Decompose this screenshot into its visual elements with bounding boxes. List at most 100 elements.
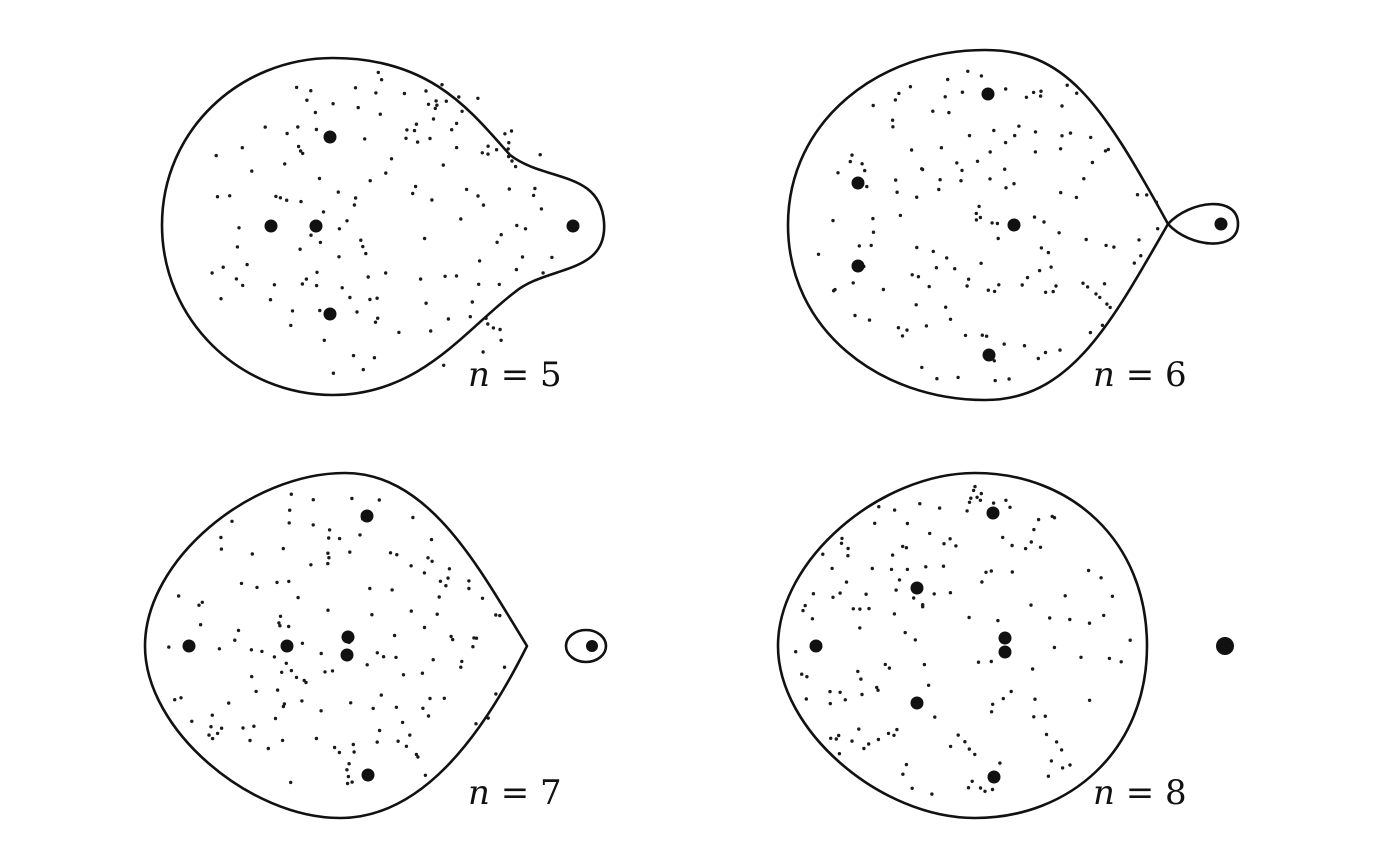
scatter-dot: [921, 603, 925, 607]
scatter-dot: [313, 110, 318, 115]
scatter-dot: [1017, 124, 1021, 128]
scatter-dot: [901, 544, 905, 549]
scatter-dot: [375, 740, 379, 744]
scatter-dot: [990, 787, 995, 792]
scatter-dot: [241, 726, 245, 730]
scatter-dot: [909, 148, 914, 152]
boundary-curve-n5: [160, 56, 606, 397]
scatter-dot: [428, 136, 432, 141]
scatter-dot: [450, 128, 454, 132]
scatter-dot: [376, 70, 380, 75]
scatter-dot: [290, 309, 295, 313]
scatter-dot: [1057, 231, 1061, 235]
scatter-dot: [314, 283, 319, 288]
panel-label-n6: n = 6: [1093, 355, 1187, 395]
scatter-dot: [494, 692, 498, 696]
scatter-dot: [294, 675, 299, 680]
scatter-dot: [1013, 133, 1017, 138]
eigenvalue-dot: [987, 770, 1001, 784]
scatter-dot: [375, 296, 379, 300]
scatter-dot: [828, 689, 832, 694]
scatter-dot: [891, 125, 895, 129]
scatter-dot: [460, 659, 464, 664]
scatter-dot: [426, 714, 431, 718]
scatter-dot: [167, 645, 171, 649]
scatter-dot: [346, 774, 351, 779]
scatter-dot: [960, 90, 965, 94]
scatter-dot: [897, 578, 902, 582]
scatter-dot: [1046, 250, 1051, 255]
eigenvalue-dot: [851, 176, 865, 190]
scatter-dot: [850, 739, 854, 743]
scatter-dot: [520, 255, 525, 259]
scatter-dot: [494, 148, 499, 152]
scatter-dot: [1094, 292, 1098, 296]
scatter-dot: [289, 323, 293, 328]
scatter-dot: [1049, 759, 1054, 763]
scatter-dot: [975, 159, 980, 163]
scatter-dot: [1102, 613, 1106, 618]
scatter-dot: [460, 109, 464, 114]
scatter-dot: [1084, 237, 1088, 242]
scatter-dot: [1036, 356, 1041, 361]
scatter-dot: [890, 118, 895, 122]
scatter-dot: [430, 198, 434, 202]
scatter-dot: [219, 547, 224, 551]
eigenvalue-dot: [566, 219, 580, 233]
scatter-dot: [281, 704, 286, 709]
scatter-dot: [1032, 715, 1036, 719]
scatter-dot: [893, 98, 898, 102]
scatter-dot: [446, 317, 451, 321]
scatter-dot: [311, 498, 315, 502]
scatter-dot: [414, 752, 419, 757]
scatter-dot: [875, 685, 879, 690]
scatter-dot: [480, 151, 484, 155]
scatter-dot: [1106, 147, 1111, 152]
scatter-dot: [1036, 517, 1041, 522]
scatter-dot: [997, 283, 1001, 287]
eigenvalue-dot: [309, 219, 323, 233]
scatter-dot: [953, 267, 957, 271]
scatter-dot: [287, 579, 291, 584]
scatter-dot: [1145, 193, 1149, 197]
scatter-dot: [429, 329, 433, 333]
scatter-dot: [904, 762, 909, 767]
scatter-dot: [533, 186, 537, 191]
scatter-dot: [805, 675, 809, 679]
scatter-dot: [1075, 91, 1079, 95]
scatter-dot: [442, 363, 446, 367]
scatter-dot: [979, 491, 983, 496]
scatter-dot: [990, 221, 994, 225]
scatter-dot: [863, 168, 867, 173]
scatter-dot: [280, 670, 284, 674]
scatter-dot: [1033, 697, 1037, 701]
scatter-dot: [1107, 656, 1112, 661]
scatter-dot: [976, 660, 981, 664]
scatter-dot: [314, 127, 319, 132]
scatter-dot: [210, 713, 214, 717]
scatter-dot: [309, 563, 313, 567]
scatter-dot: [287, 624, 291, 629]
scatter-dot: [318, 240, 323, 245]
scatter-dot: [858, 626, 862, 630]
scatter-dot: [904, 546, 909, 550]
scatter-dot: [321, 210, 326, 214]
scatter-dot: [486, 322, 490, 326]
scatter-dot: [345, 219, 349, 223]
scatter-dot: [881, 287, 886, 292]
scatter-dot: [388, 551, 393, 555]
eigenvalue-dot: [1007, 218, 1021, 232]
scatter-dot: [443, 274, 447, 278]
scatter-dot: [302, 678, 306, 683]
scatter-dot: [1048, 616, 1052, 620]
scatter-dot: [1044, 732, 1049, 737]
scatter-dot: [331, 102, 335, 106]
scatter-dot: [311, 523, 315, 527]
scatter-dot: [235, 245, 240, 249]
scatter-dot: [442, 696, 446, 700]
scatter-dot: [856, 669, 860, 674]
scatter-dot: [1001, 696, 1005, 701]
scatter-dot: [317, 176, 322, 181]
scatter-dot: [514, 267, 519, 272]
scatter-dot: [287, 521, 291, 525]
